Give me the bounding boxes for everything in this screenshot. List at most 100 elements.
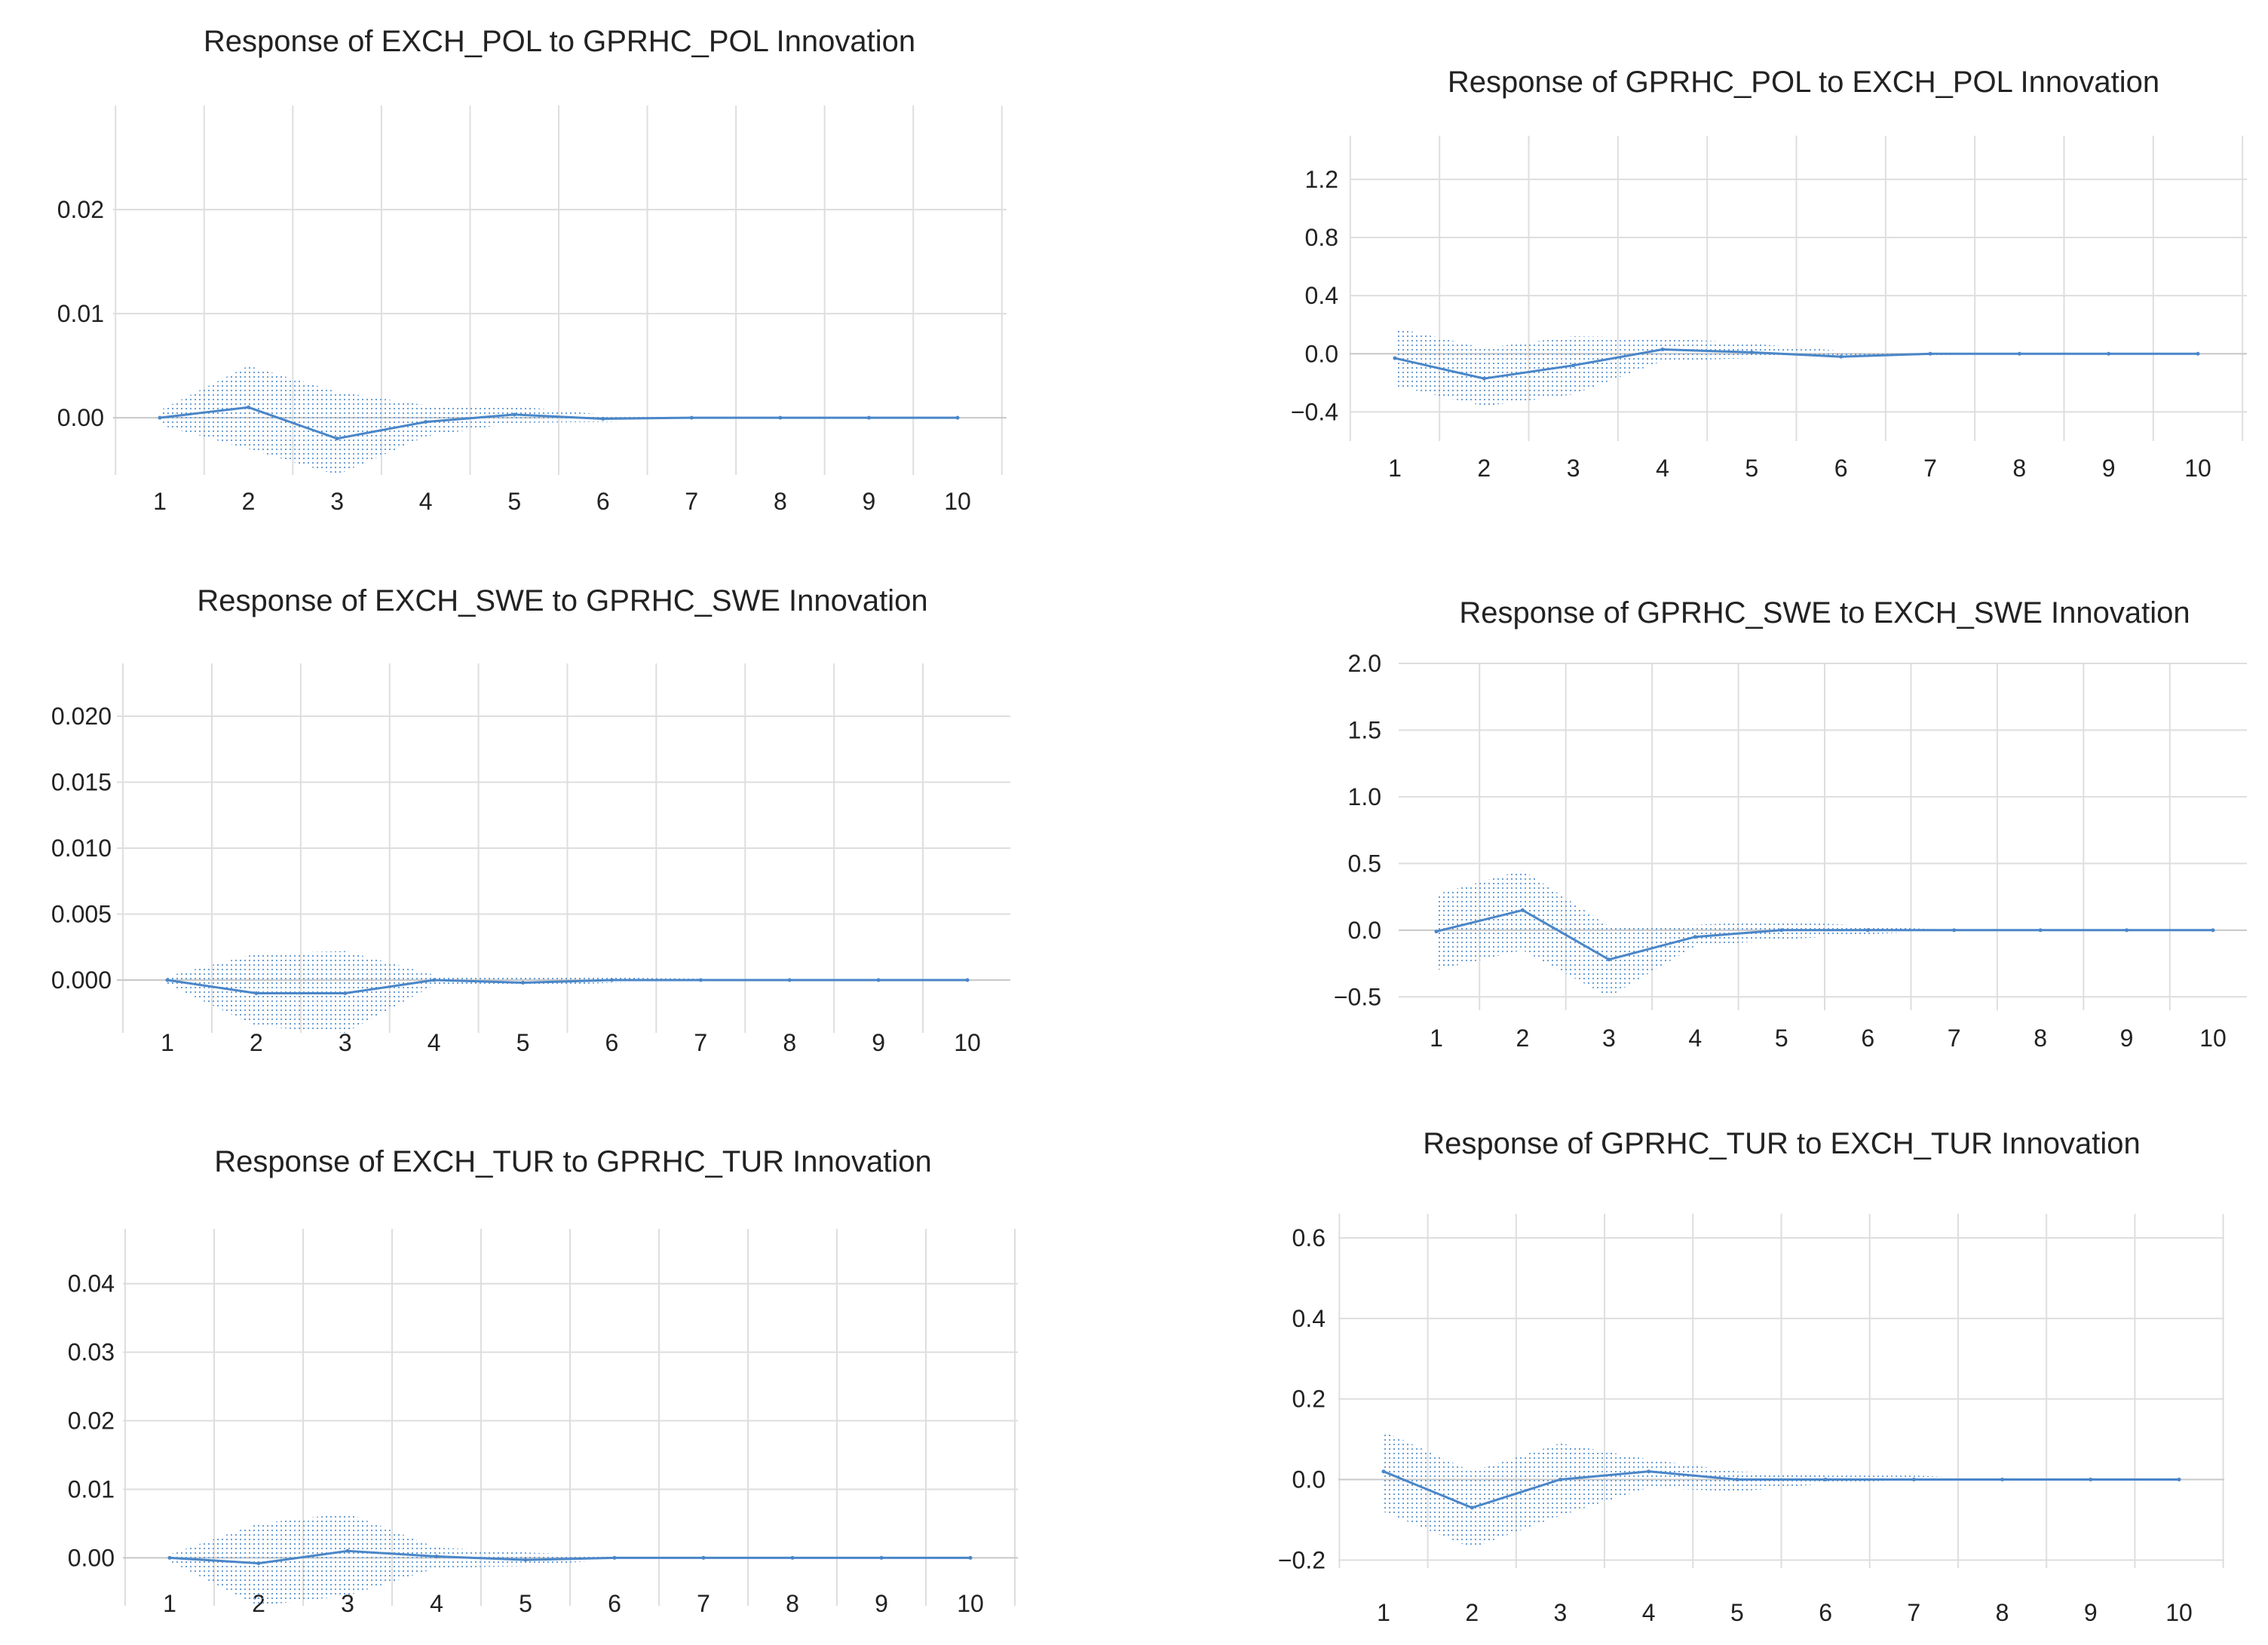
x-tick-label: 8 xyxy=(1996,1599,2009,1626)
x-tick-label: 2 xyxy=(1477,455,1491,482)
x-tick-label: 10 xyxy=(2165,1599,2193,1626)
chart-panel-gprhc-swe: Response of GPRHC_SWE to EXCH_SWE Innova… xyxy=(1334,596,2247,1052)
y-tick-label: 0.4 xyxy=(1305,282,1338,309)
x-tick-label: 1 xyxy=(1430,1025,1443,1052)
chart-title: Response of GPRHC_TUR to EXCH_TUR Innova… xyxy=(1423,1127,2140,1160)
x-tick-label: 3 xyxy=(1602,1025,1616,1052)
response-point xyxy=(601,416,605,421)
response-point xyxy=(955,415,960,420)
x-tick-label: 10 xyxy=(957,1590,984,1617)
x-tick-label: 5 xyxy=(1730,1599,1744,1626)
response-point xyxy=(345,1549,350,1553)
y-tick-label: 0.2 xyxy=(1292,1386,1326,1413)
response-point xyxy=(689,415,694,420)
y-tick-label: 0.0 xyxy=(1305,340,1338,367)
response-point xyxy=(968,1555,973,1560)
response-point xyxy=(698,978,703,982)
response-point xyxy=(1393,356,1397,360)
response-point xyxy=(1434,930,1439,934)
response-point xyxy=(612,1555,617,1560)
x-tick-label: 8 xyxy=(2034,1025,2047,1052)
chart-panel-exch-pol: Response of EXCH_POL to GPRHC_POL Innova… xyxy=(57,25,1007,515)
panel-0-plot: 0.00 0.01 0.02 1 2 3 4 5 6 7 8 9 10 xyxy=(57,106,1007,515)
response-point xyxy=(1693,935,1697,939)
response-point xyxy=(2038,928,2043,933)
y-tick-label: 1.2 xyxy=(1305,166,1338,193)
response-point xyxy=(2107,351,2111,356)
chart-title: Response of GPRHC_SWE to EXCH_SWE Innova… xyxy=(1459,596,2190,630)
x-tick-label: 9 xyxy=(2084,1599,2098,1626)
x-tick-label: 2 xyxy=(250,1029,263,1056)
response-point xyxy=(1928,351,1932,356)
x-tick-label: 10 xyxy=(2184,455,2211,482)
y-tick-label: 0.01 xyxy=(57,300,104,327)
response-point xyxy=(2196,351,2200,356)
response-point xyxy=(343,991,348,995)
y-tick-label: 0.4 xyxy=(1292,1305,1326,1332)
response-point xyxy=(1952,928,1957,933)
panel-2-plot: 0.000 0.005 0.010 0.015 0.020 1 2 3 4 5 6 7 8 9 10 xyxy=(51,663,1010,1056)
y-tick-label: 0.01 xyxy=(68,1475,115,1503)
response-line xyxy=(159,406,958,440)
confidence-band xyxy=(1384,1431,2179,1549)
response-point xyxy=(790,1555,795,1560)
response-line xyxy=(1394,348,2198,380)
x-tick-label: 9 xyxy=(872,1029,885,1056)
confidence-band xyxy=(167,951,967,1033)
x-tick-label: 6 xyxy=(1861,1025,1874,1052)
x-tick-label: 4 xyxy=(430,1590,443,1617)
x-tick-label: 6 xyxy=(1819,1599,1832,1626)
y-tick-label: −0.2 xyxy=(1278,1546,1326,1573)
response-point xyxy=(1520,908,1525,912)
x-tick-label: 5 xyxy=(1745,455,1758,482)
panel-3-plot: −0.5 0.0 0.5 1.0 1.5 2.0 1 2 3 4 5 6 7 8 9 10 xyxy=(1334,650,2247,1052)
x-tick-label: 8 xyxy=(2012,455,2026,482)
x-tick-label: 7 xyxy=(694,1029,707,1056)
response-point xyxy=(523,1558,528,1562)
x-tick-label: 2 xyxy=(242,488,256,515)
response-point xyxy=(158,415,162,420)
response-line xyxy=(1436,908,2213,961)
confidence-band xyxy=(1436,870,2213,997)
confidence-band xyxy=(1395,327,2198,406)
x-tick-label: 3 xyxy=(1554,1599,1568,1626)
x-tick-label: 6 xyxy=(608,1590,621,1617)
response-point xyxy=(1470,1506,1474,1510)
y-tick-label: 0.00 xyxy=(68,1544,115,1571)
response-point xyxy=(512,412,516,417)
x-tick-label: 10 xyxy=(944,488,971,515)
y-tick-label: 0.000 xyxy=(51,966,112,994)
x-tick-label: 2 xyxy=(1516,1025,1530,1052)
y-tick-label: 0.04 xyxy=(68,1270,115,1297)
x-tick-label: 8 xyxy=(783,1029,796,1056)
response-line xyxy=(1383,1470,2179,1509)
chart-title: Response of EXCH_TUR to GPRHC_TUR Innova… xyxy=(214,1145,931,1178)
x-tick-label: 9 xyxy=(2102,455,2116,482)
response-point xyxy=(2211,928,2215,933)
x-tick-label: 3 xyxy=(330,488,344,515)
response-point xyxy=(787,978,792,982)
response-point xyxy=(2177,1478,2181,1481)
y-tick-label: 0.02 xyxy=(68,1408,115,1435)
response-point xyxy=(1607,957,1611,962)
response-line xyxy=(169,1549,970,1565)
response-point xyxy=(434,1555,439,1559)
response-point xyxy=(1823,1478,1828,1481)
response-point xyxy=(432,978,437,982)
response-point xyxy=(1779,928,1784,933)
x-tick-label: 5 xyxy=(519,1590,532,1617)
response-point xyxy=(1558,1478,1562,1481)
y-tick-label: −0.5 xyxy=(1334,983,1381,1010)
response-point xyxy=(876,978,881,982)
x-tick-label: 3 xyxy=(341,1590,354,1617)
y-tick-label: 0.015 xyxy=(51,769,112,796)
y-tick-label: 0.03 xyxy=(68,1339,115,1366)
y-tick-label: 0.0 xyxy=(1348,917,1381,944)
response-point xyxy=(1865,928,1870,933)
x-tick-label: 10 xyxy=(954,1029,981,1056)
response-point xyxy=(2017,351,2021,356)
x-tick-label: 3 xyxy=(339,1029,352,1056)
x-tick-label: 8 xyxy=(786,1590,799,1617)
y-tick-label: 0.005 xyxy=(51,901,112,928)
response-point xyxy=(165,978,170,982)
